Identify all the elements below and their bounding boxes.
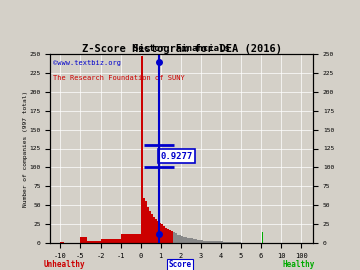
Bar [225, 242, 227, 243]
Bar [169, 230, 171, 243]
Bar [60, 242, 64, 243]
Bar [203, 241, 205, 243]
Bar [211, 241, 213, 243]
Bar [195, 239, 197, 243]
Bar [217, 241, 219, 243]
Bar [175, 233, 177, 243]
Bar [159, 222, 161, 243]
Text: The Research Foundation of SUNY: The Research Foundation of SUNY [53, 75, 185, 81]
Bar [215, 241, 217, 243]
Bar [187, 238, 189, 243]
Bar [167, 230, 169, 243]
Text: Sector: Financials: Sector: Financials [134, 44, 230, 53]
Bar [141, 56, 143, 243]
Bar [237, 242, 239, 243]
Bar [219, 241, 221, 243]
Bar [165, 228, 167, 243]
Text: Score: Score [168, 261, 192, 269]
Bar [163, 226, 165, 243]
Bar [155, 219, 157, 243]
Text: Unhealthy: Unhealthy [44, 261, 86, 269]
Bar [179, 235, 181, 243]
Bar [181, 236, 183, 243]
Bar [227, 242, 229, 243]
Bar [149, 211, 151, 243]
Bar [157, 221, 159, 243]
Bar [223, 242, 225, 243]
Bar [177, 235, 179, 243]
Title: Z-Score Histogram for DEA (2016): Z-Score Histogram for DEA (2016) [82, 44, 282, 54]
Y-axis label: Number of companies (997 total): Number of companies (997 total) [23, 90, 28, 207]
Bar [87, 241, 94, 243]
Bar [173, 232, 175, 243]
Bar [207, 241, 209, 243]
Bar [121, 234, 141, 243]
Bar [151, 214, 153, 243]
Bar [199, 240, 201, 243]
Bar [81, 237, 87, 243]
Bar [239, 242, 241, 243]
Bar [235, 242, 237, 243]
Text: 0.9277: 0.9277 [160, 151, 193, 161]
Bar [191, 238, 193, 243]
Bar [233, 242, 235, 243]
Bar [185, 237, 187, 243]
Bar [147, 207, 149, 243]
Bar [183, 237, 185, 243]
Bar [231, 242, 233, 243]
Bar [213, 241, 215, 243]
Bar [209, 241, 211, 243]
Bar [145, 201, 147, 243]
Bar [143, 198, 145, 243]
Bar [153, 217, 155, 243]
Bar [161, 224, 163, 243]
Bar [193, 239, 195, 243]
Bar [189, 238, 191, 243]
Text: Healthy: Healthy [283, 261, 315, 269]
Bar [229, 242, 231, 243]
Bar [94, 241, 100, 243]
Bar [205, 241, 207, 243]
Bar [197, 240, 199, 243]
Bar [100, 239, 121, 243]
Text: ©www.textbiz.org: ©www.textbiz.org [53, 60, 121, 66]
Bar [201, 240, 203, 243]
Bar [171, 231, 173, 243]
Bar [221, 241, 223, 243]
